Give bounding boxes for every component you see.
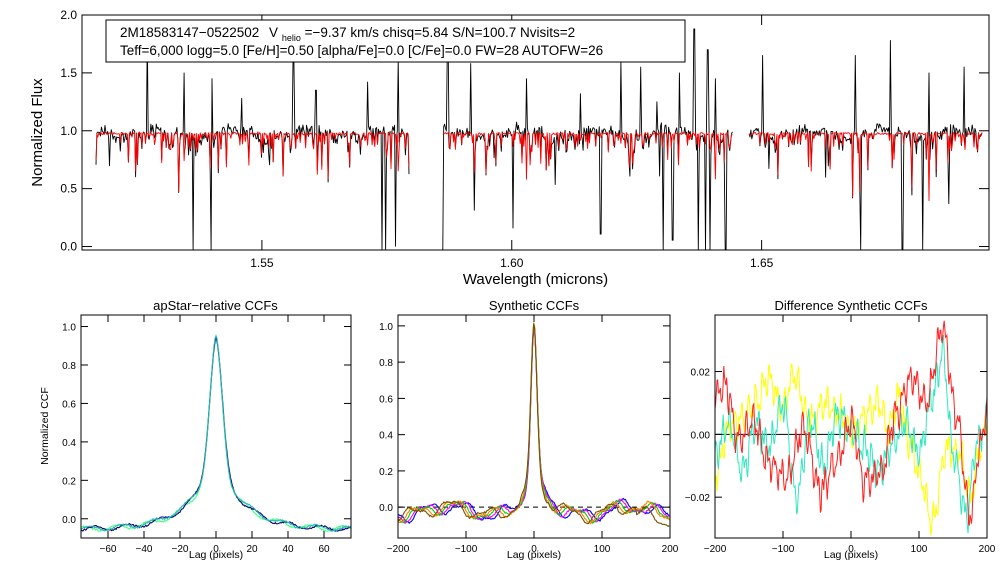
apstar-ccf-panel: apStar−relative CCFs −60 −40 −20 0 20 40 60 0.0… — [39, 298, 352, 561]
difference-ccf-visit-1 — [714, 320, 988, 526]
synthetic-ccf-x-axis-title: Lag (pixels) — [507, 549, 561, 561]
y-tick-label: 0.2 — [379, 467, 393, 478]
x-tick-label: 0 — [213, 544, 219, 555]
info-box-frame — [105, 19, 686, 63]
y-tick-label: 2.0 — [60, 8, 77, 22]
spectrum-y-axis-title: Normalized Flux — [29, 78, 46, 187]
difference-ccf-x-axis-title: Lag (pixels) — [824, 549, 878, 561]
info-star-id: 2M18583147−0522502 — [120, 25, 259, 40]
difference-ccf-series-group — [714, 320, 988, 537]
x-tick-label: 200 — [979, 544, 996, 555]
difference-ccf-panel: Difference Synthetic CCFs −200 −100 0 100 20… — [685, 298, 996, 561]
spectrum-panel: 1.55 1.60 1.65 0.0 0.5 1.0 1.5 2.0 Wavelength (… — [29, 8, 990, 288]
spectrum-series-group — [95, 28, 983, 251]
x-tick-label: 1.55 — [250, 256, 274, 270]
y-tick-label: 0.4 — [379, 431, 393, 442]
synthetic-ccf-plot-frame — [397, 314, 671, 539]
apstar-ccf-series-group — [80, 334, 352, 532]
x-tick-label: 20 — [246, 544, 258, 555]
y-tick-label: 0.0 — [60, 240, 77, 254]
synthetic-ccf-panel: Synthetic CCFs −200 −100 0 100 200 0.0 0.2 0.4 0… — [379, 298, 679, 561]
x-tick-label: −100 — [455, 544, 478, 555]
y-tick-label: 0.0 — [379, 503, 393, 514]
synthetic-ccf-visit-4 — [397, 322, 670, 525]
y-tick-label: 0.5 — [60, 182, 77, 196]
difference-ccf-axes: −200 −100 0 100 200 −0.02 0.00 0.02 — [685, 315, 996, 555]
info-line-1: 2M18583147−0522502 V helio =−9.37 km/s c… — [120, 25, 575, 44]
spectrum-info-box: 2M18583147−0522502 V helio =−9.37 km/s c… — [105, 19, 686, 63]
x-tick-label: −200 — [704, 544, 727, 555]
y-tick-label: 0.00 — [691, 430, 711, 441]
apstar-ccf-visit-2 — [80, 334, 351, 532]
info-vhelio-label: V — [269, 25, 278, 40]
x-tick-label: 60 — [318, 544, 330, 555]
x-tick-label: −20 — [172, 544, 189, 555]
y-tick-label: 1.5 — [60, 66, 77, 80]
x-tick-label: 1.65 — [750, 256, 774, 270]
y-tick-label: 0.02 — [691, 368, 711, 379]
y-tick-label: 0.0 — [62, 515, 76, 526]
apstar-ccf-x-axis-title: Lag (pixels) — [189, 549, 243, 561]
synthetic-ccf-visit-3 — [397, 322, 670, 525]
apstar-ccf-axes: −60 −40 −20 0 20 40 60 0.0 0.2 0.4 0.6 0.8 1.0 — [62, 315, 351, 555]
y-tick-label: −0.02 — [685, 493, 711, 504]
apstar-ccf-title: apStar−relative CCFs — [153, 298, 278, 313]
x-tick-label: 100 — [594, 544, 611, 555]
info-vhelio-values: =−9.37 km/s chisq=5.84 S/N=100.7 Nvisits… — [305, 25, 576, 40]
x-tick-label: −60 — [100, 544, 117, 555]
x-tick-label: 0 — [848, 544, 854, 555]
synthetic-spectrum-line — [95, 132, 983, 202]
y-tick-label: 1.0 — [62, 323, 76, 334]
y-tick-label: 0.2 — [62, 476, 76, 487]
difference-ccf-plot-frame — [714, 314, 988, 539]
y-tick-label: 1.0 — [60, 124, 77, 138]
synthetic-ccf-visit-5 — [397, 323, 670, 527]
y-tick-label: 0.8 — [379, 358, 393, 369]
apstar-ccf-plot-frame — [80, 314, 352, 539]
x-tick-label: −40 — [136, 544, 153, 555]
spectrum-plot-frame — [81, 14, 990, 251]
y-tick-label: 1.0 — [379, 322, 393, 333]
synthetic-ccf-axes: −200 −100 0 100 200 0.0 0.2 0.4 0.6 0.8 1.0 — [379, 315, 679, 555]
x-tick-label: −100 — [772, 544, 795, 555]
x-tick-label: 40 — [282, 544, 294, 555]
x-tick-label: 1.60 — [500, 256, 524, 270]
x-tick-label: 200 — [662, 544, 679, 555]
info-vhelio-subscript: helio — [282, 33, 301, 43]
synthetic-ccf-series-group — [397, 322, 670, 527]
x-tick-label: 0 — [531, 544, 537, 555]
y-tick-label: 0.8 — [62, 361, 76, 372]
x-tick-label: 100 — [911, 544, 928, 555]
y-tick-label: 0.6 — [379, 394, 393, 405]
spectrum-x-axis-title: Wavelength (microns) — [463, 271, 608, 288]
x-tick-label: −200 — [387, 544, 410, 555]
synthetic-ccf-title: Synthetic CCFs — [489, 298, 580, 313]
difference-ccf-visit-3 — [714, 362, 988, 537]
y-tick-label: 0.4 — [62, 438, 76, 449]
y-tick-label: 0.6 — [62, 399, 76, 410]
difference-ccf-title: Difference Synthetic CCFs — [775, 298, 928, 313]
info-line-2: Teff=6,000 logg=5.0 [Fe/H]=0.50 [alpha/F… — [120, 43, 603, 58]
apstar-ccf-y-axis-title: Normalized CCF — [39, 387, 51, 465]
